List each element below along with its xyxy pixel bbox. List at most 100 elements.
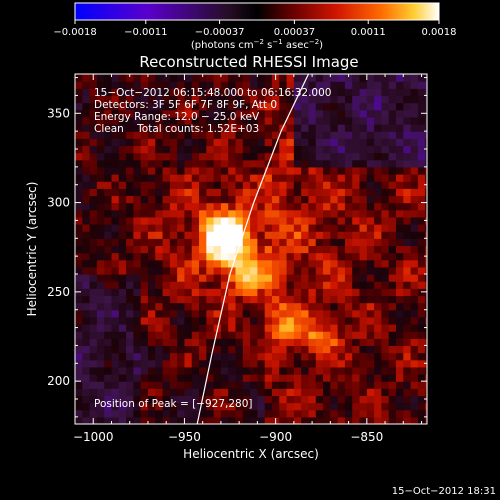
image-pixel	[279, 131, 288, 139]
image-pixel	[140, 138, 149, 147]
image-pixel	[133, 224, 142, 232]
image-pixel	[293, 288, 302, 297]
image-pixel	[257, 231, 266, 239]
image-pixel	[330, 124, 339, 132]
image-pixel	[191, 259, 200, 268]
image-pixel	[104, 131, 113, 139]
image-pixel	[75, 345, 83, 354]
image-pixel	[250, 181, 258, 189]
image-pixel	[169, 316, 178, 325]
image-pixel	[155, 238, 164, 247]
image-pixel	[82, 345, 91, 354]
image-pixel	[344, 295, 353, 304]
image-pixel	[308, 195, 317, 204]
image-pixel	[118, 345, 127, 354]
image-pixel	[352, 138, 361, 147]
image-pixel	[344, 374, 353, 382]
image-pixel	[359, 159, 368, 168]
image-pixel	[155, 209, 164, 218]
image-pixel	[162, 409, 171, 418]
image-pixel	[381, 281, 390, 289]
image-pixel	[366, 302, 375, 311]
image-pixel	[147, 174, 156, 182]
image-pixel	[126, 331, 134, 339]
image-pixel	[206, 259, 215, 268]
image-pixel	[228, 309, 237, 318]
image-pixel	[126, 266, 134, 275]
image-pixel	[337, 88, 346, 97]
image-pixel	[118, 116, 127, 125]
image-pixel	[147, 188, 156, 197]
image-pixel	[403, 331, 412, 339]
image-pixel	[89, 395, 98, 404]
image-pixel	[206, 202, 215, 211]
image-pixel	[293, 102, 302, 111]
image-pixel	[359, 295, 368, 304]
image-pixel	[169, 359, 178, 368]
image-pixel	[330, 402, 339, 411]
image-pixel	[271, 331, 280, 339]
image-pixel	[286, 124, 295, 132]
image-pixel	[417, 81, 426, 89]
image-pixel	[235, 359, 244, 368]
image-pixel	[82, 395, 91, 404]
image-pixel	[162, 245, 171, 254]
image-pixel	[330, 195, 339, 204]
image-pixel	[177, 338, 186, 347]
image-pixel	[147, 74, 156, 82]
image-pixel	[82, 188, 91, 197]
image-pixel	[257, 209, 266, 218]
image-pixel	[104, 138, 113, 147]
image-pixel	[395, 338, 404, 347]
image-pixel	[235, 366, 244, 375]
image-pixel	[140, 95, 149, 104]
image-pixel	[410, 224, 419, 232]
image-pixel	[199, 181, 207, 189]
image-pixel	[323, 416, 331, 424]
image-pixel	[323, 188, 331, 197]
image-pixel	[191, 238, 200, 247]
image-pixel	[323, 374, 331, 382]
image-pixel	[308, 159, 317, 168]
image-pixel	[352, 159, 361, 168]
image-pixel	[96, 102, 105, 111]
image-pixel	[213, 216, 222, 225]
image-pixel	[206, 395, 215, 404]
image-pixel	[140, 288, 149, 297]
image-pixel	[177, 116, 186, 125]
image-pixel	[374, 309, 383, 318]
image-pixel	[286, 416, 295, 424]
image-pixel	[271, 216, 280, 225]
image-pixel	[352, 381, 361, 389]
image-pixel	[374, 138, 383, 147]
image-pixel	[279, 288, 288, 297]
image-pixel	[315, 95, 324, 104]
image-pixel	[374, 209, 383, 218]
x-tick-label: −850	[350, 430, 383, 444]
image-pixel	[388, 316, 397, 325]
image-pixel	[293, 124, 302, 132]
image-pixel	[191, 352, 200, 361]
image-pixel	[366, 145, 375, 154]
image-pixel	[293, 138, 302, 147]
image-pixel	[177, 159, 186, 168]
image-pixel	[75, 74, 83, 82]
image-pixel	[206, 116, 215, 125]
image-pixel	[315, 231, 324, 239]
image-pixel	[403, 259, 412, 268]
image-pixel	[330, 188, 339, 197]
image-pixel	[220, 181, 229, 189]
image-pixel	[395, 295, 404, 304]
image-pixel	[155, 359, 164, 368]
image-pixel	[344, 324, 353, 332]
image-pixel	[140, 131, 149, 139]
image-pixel	[301, 74, 310, 82]
image-annotations: 15−Oct−2012 06:15:48.000 to 06:16:32.000…	[94, 87, 331, 410]
image-pixel	[381, 166, 390, 175]
image-pixel	[133, 252, 142, 261]
image-pixel	[250, 145, 258, 154]
image-pixel	[257, 81, 266, 89]
image-pixel	[395, 238, 404, 247]
image-pixel	[417, 324, 426, 332]
image-pixel	[301, 131, 310, 139]
